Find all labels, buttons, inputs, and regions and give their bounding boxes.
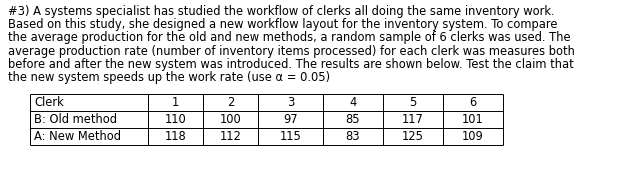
Text: 115: 115 <box>280 130 301 143</box>
Text: the new system speeds up the work rate (use α = 0.05): the new system speeds up the work rate (… <box>8 71 330 84</box>
Text: 3: 3 <box>287 96 294 109</box>
Text: 97: 97 <box>283 113 298 126</box>
Text: B: Old method: B: Old method <box>34 113 117 126</box>
Text: 110: 110 <box>165 113 187 126</box>
Text: 6: 6 <box>469 96 477 109</box>
Text: before and after the new system was introduced. The results are shown below. Tes: before and after the new system was intr… <box>8 58 574 71</box>
Text: 85: 85 <box>346 113 360 126</box>
Text: Based on this study, she designed a new workflow layout for the inventory system: Based on this study, she designed a new … <box>8 18 557 31</box>
Text: 83: 83 <box>346 130 360 143</box>
Text: average production rate (number of inventory items processed) for each clerk was: average production rate (number of inven… <box>8 45 575 58</box>
Text: 101: 101 <box>462 113 484 126</box>
Text: 112: 112 <box>219 130 241 143</box>
Text: 2: 2 <box>227 96 234 109</box>
Text: 100: 100 <box>219 113 241 126</box>
Text: Clerk: Clerk <box>34 96 64 109</box>
Text: 109: 109 <box>462 130 484 143</box>
Text: 118: 118 <box>165 130 187 143</box>
Text: the average production for the old and new methods, a random sample of 6 clerks : the average production for the old and n… <box>8 31 570 44</box>
Text: #3) A systems specialist has studied the workflow of clerks all doing the same i: #3) A systems specialist has studied the… <box>8 5 555 18</box>
Text: 125: 125 <box>402 130 424 143</box>
Text: A: New Method: A: New Method <box>34 130 121 143</box>
Text: 5: 5 <box>409 96 417 109</box>
Text: 117: 117 <box>402 113 424 126</box>
Text: 1: 1 <box>172 96 179 109</box>
Text: 4: 4 <box>350 96 356 109</box>
